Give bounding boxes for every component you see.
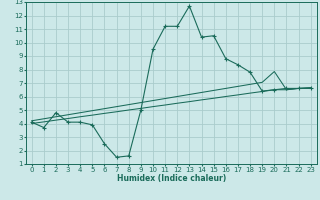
- X-axis label: Humidex (Indice chaleur): Humidex (Indice chaleur): [116, 174, 226, 183]
